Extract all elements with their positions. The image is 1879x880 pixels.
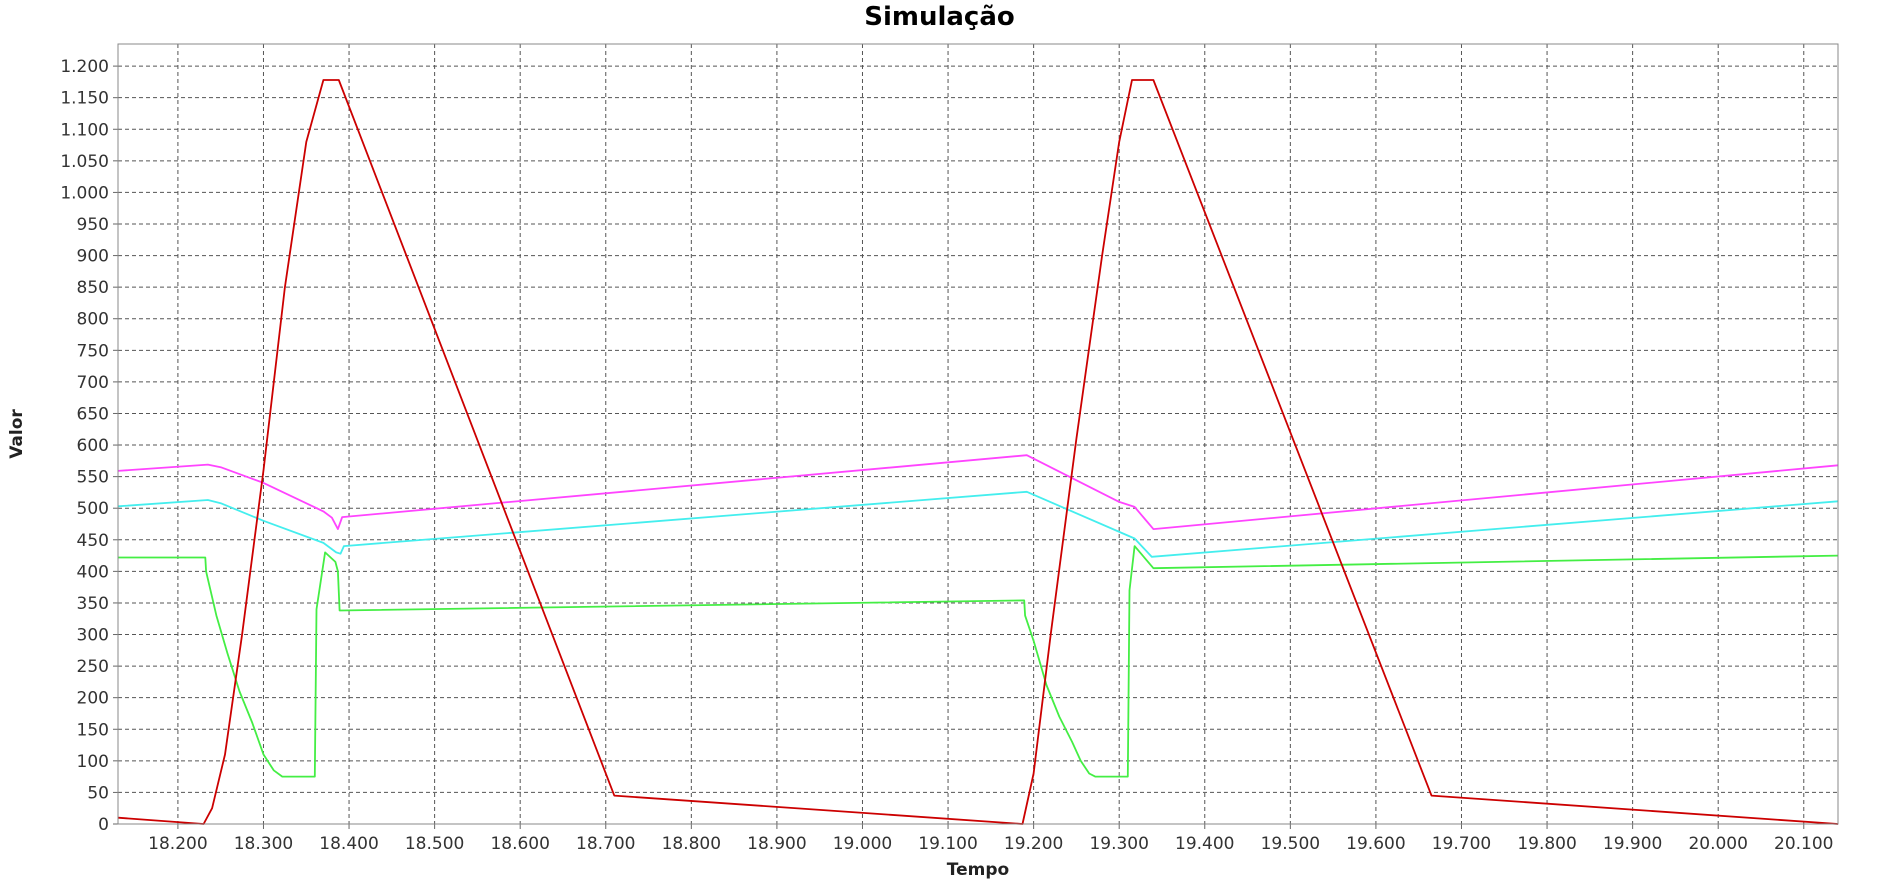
y-tick-label: 1.000 [60,183,109,203]
series-line [117,454,1839,530]
chart-title: Simulação [864,2,1015,32]
y-tick-label: 200 [77,689,109,709]
y-tick-label: 1.100 [60,120,109,140]
x-tick-label: 19.300 [1089,834,1148,854]
y-tick-label: 150 [77,720,109,740]
tick-labels: 0 50 100 150 200 250 300 350 400 450 500 550 600 650 7… [60,57,1833,854]
series-line [118,545,1839,778]
x-tick-label: 19.000 [833,834,892,854]
x-tick-label: 19.100 [918,834,977,854]
y-tick-label: 700 [77,373,109,393]
y-tick-label: 500 [77,499,109,519]
y-tick-label: 950 [77,215,109,235]
x-tick-label: 18.300 [234,834,293,854]
y-tick-label: 800 [77,310,109,330]
x-tick-label: 18.900 [747,834,806,854]
y-tick-label: 900 [77,247,109,267]
x-tick-label: 18.800 [662,834,721,854]
y-tick-label: 1.150 [60,89,109,109]
y-tick-label: 450 [77,531,109,551]
y-tick-label: 600 [77,436,109,456]
plot-frame [117,43,1839,825]
y-tick-label: 350 [77,594,109,614]
y-tick-label: 1.050 [60,152,109,172]
x-tick-label: 19.200 [1004,834,1063,854]
y-tick-label: 250 [77,657,109,677]
x-tick-label: 18.700 [576,834,635,854]
y-tick-label: 400 [77,562,109,582]
y-axis-title: Valor [7,409,27,459]
x-tick-label: 18.400 [319,834,378,854]
y-tick-label: 850 [77,278,109,298]
y-tick-label: 750 [77,341,109,361]
x-tick-label: 19.700 [1432,834,1491,854]
x-tick-label: 19.400 [1175,834,1234,854]
x-axis-title: Tempo [947,860,1009,880]
axes [113,43,1839,829]
y-tick-label: 1.200 [60,57,109,77]
series-lines [117,79,1839,825]
x-tick-label: 19.800 [1517,834,1576,854]
y-tick-label: 550 [77,468,109,488]
x-tick-label: 18.600 [490,834,549,854]
x-tick-label: 18.500 [405,834,464,854]
grid-lines [118,44,1838,825]
x-tick-label: 18.200 [148,834,207,854]
y-tick-label: 0 [98,815,109,835]
y-tick-label: 100 [77,752,109,772]
x-tick-label: 19.600 [1346,834,1405,854]
x-tick-label: 20.000 [1688,834,1747,854]
x-tick-label: 19.900 [1603,834,1662,854]
series-line [117,79,1839,825]
y-tick-label: 300 [77,626,109,646]
y-tick-label: 650 [77,404,109,424]
series-line [117,490,1839,558]
x-tick-label: 20.100 [1774,834,1833,854]
y-tick-label: 50 [87,783,109,803]
x-tick-label: 19.500 [1261,834,1320,854]
